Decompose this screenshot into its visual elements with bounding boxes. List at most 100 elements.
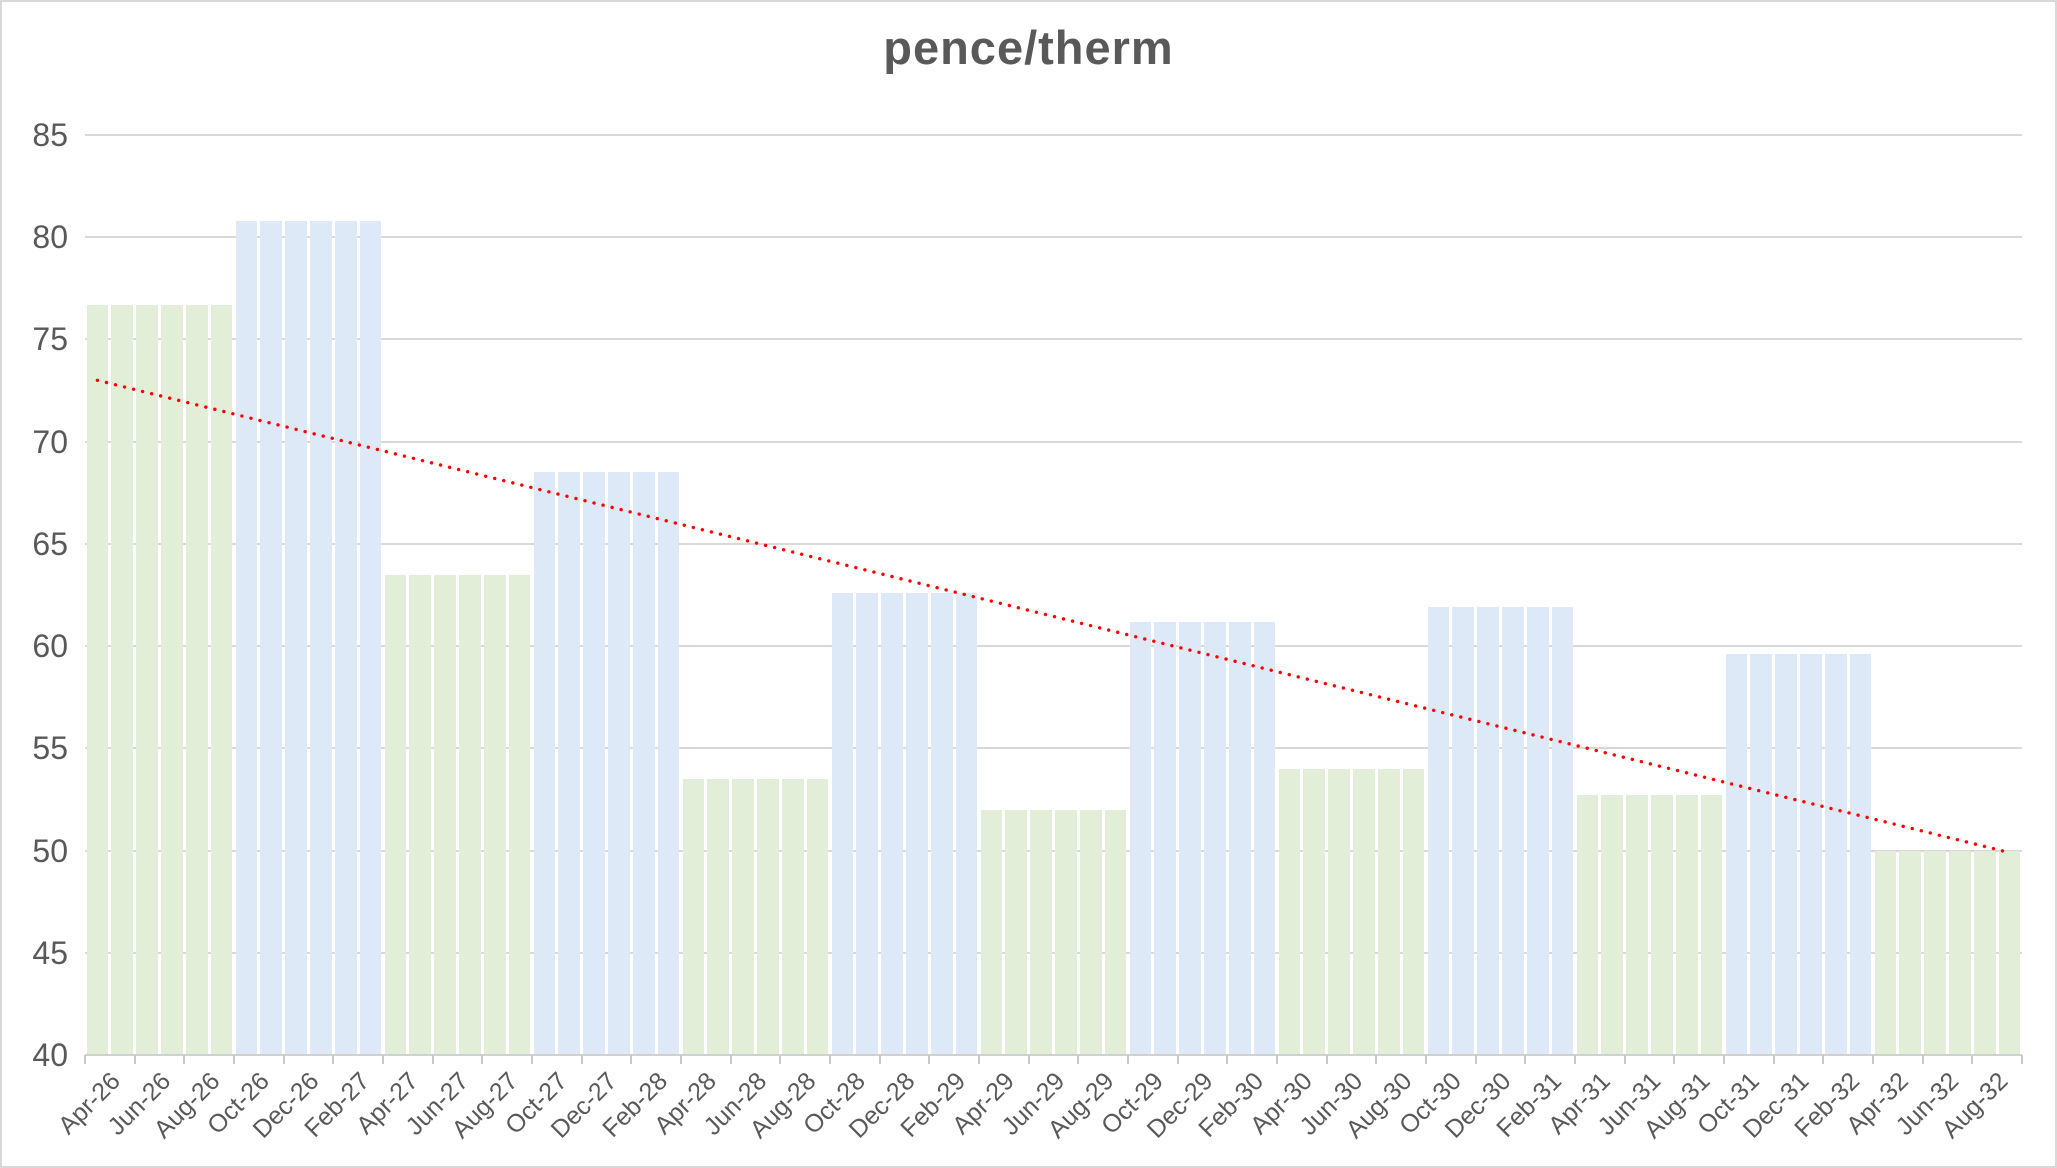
bar-winter [1824,654,1847,1055]
bar-summer [1675,795,1698,1055]
bar-summer [1998,850,2021,1055]
bar-summer [86,304,109,1055]
bar-summer [1328,768,1350,1055]
bar-summer [1055,809,1077,1055]
bar-winter [1154,621,1177,1055]
bar-winter [632,472,655,1055]
x-axis-tick [1623,1055,1626,1064]
x-axis-tick [1673,1055,1676,1064]
bar-winter [657,472,680,1055]
bar-summer [111,304,134,1055]
gridline [85,849,2022,852]
bar-summer [757,779,779,1055]
x-axis-tick [1425,1055,1427,1064]
bar-winter [1750,654,1773,1055]
bar-winter [1228,621,1251,1055]
x-axis-tick [580,1055,583,1064]
x-axis-tick [1474,1055,1477,1064]
bar-winter [1253,621,1276,1055]
x-axis-tick [978,1055,980,1064]
x-axis-tick [1127,1055,1129,1064]
bar-winter [310,220,332,1055]
bar-summer [980,809,1003,1055]
bar-summer [1973,850,1996,1055]
x-axis-tick [829,1055,831,1064]
bar-summer [508,574,531,1055]
x-axis-tick [1723,1055,1725,1064]
x-axis-tick [133,1055,136,1064]
bar-winter [1775,654,1797,1055]
y-axis-label: 45 [32,934,68,971]
bar-winter [359,220,382,1055]
bar-summer [409,574,432,1055]
x-axis-tick [1325,1055,1328,1064]
x-axis-line [85,1054,2022,1056]
x-axis-tick [2021,1055,2023,1064]
bar-winter [1129,621,1152,1055]
bar-winter [1427,607,1450,1055]
x-axis-tick [481,1055,484,1064]
gridline [85,542,2022,545]
x-axis-tick [729,1055,732,1064]
y-axis-label: 55 [32,730,68,767]
bar-summer [1278,768,1301,1055]
bar-winter [1477,607,1499,1055]
x-axis-tick [282,1055,285,1064]
x-axis-tick [382,1055,384,1064]
x-axis-tick [1524,1055,1527,1064]
x-axis-tick [183,1055,186,1064]
plot-area [85,134,2022,1056]
x-axis-tick [1872,1055,1874,1064]
x-axis-tick [1772,1055,1775,1064]
bar-summer [434,574,456,1055]
bar-winter [285,220,307,1055]
bar-summer [1700,795,1723,1055]
bar-winter [906,592,928,1055]
bar-winter [1179,621,1201,1055]
x-axis-tick [84,1055,86,1064]
bar-summer [1303,768,1326,1055]
bar-winter [881,592,903,1055]
bar-summer [136,304,158,1055]
bar-winter [235,220,258,1055]
gridline [85,134,2022,136]
x-axis-tick [630,1055,633,1064]
bar-summer [1377,768,1400,1055]
y-axis-label: 50 [32,832,68,869]
bar-summer [682,779,705,1055]
bar-summer [384,574,407,1055]
x-axis-tick [431,1055,434,1064]
bar-summer [1651,795,1673,1055]
y-axis-label: 60 [32,628,68,665]
y-axis-label: 70 [32,423,68,460]
bar-winter [1204,621,1226,1055]
y-axis-label: 40 [32,1037,68,1073]
bar-winter [558,472,581,1055]
bar-summer [1005,809,1028,1055]
bar-summer [1079,809,1102,1055]
chart-title: pence/therm [883,21,1174,74]
x-axis-tick [1276,1055,1278,1064]
gridline [85,747,2022,750]
trend-line [95,378,2012,855]
x-axis-tick [928,1055,931,1064]
x-axis-tick [531,1055,533,1064]
bar-summer [483,574,506,1055]
bar-summer [1402,768,1425,1055]
bar-summer [806,779,829,1055]
x-axis-tick [878,1055,881,1064]
bar-winter [1526,607,1549,1055]
x-axis-tick [1176,1055,1179,1064]
gridline [85,440,2022,443]
x-axis-tick [1574,1055,1576,1064]
y-axis-label: 75 [32,321,68,358]
gridline [85,236,2022,239]
gridline [85,951,2022,954]
x-axis-tick [779,1055,782,1064]
x-axis-tick [1822,1055,1825,1064]
y-axis-label: 80 [32,219,68,256]
x-axis-tick [1027,1055,1030,1064]
bar-summer [707,779,730,1055]
bar-winter [955,592,978,1055]
